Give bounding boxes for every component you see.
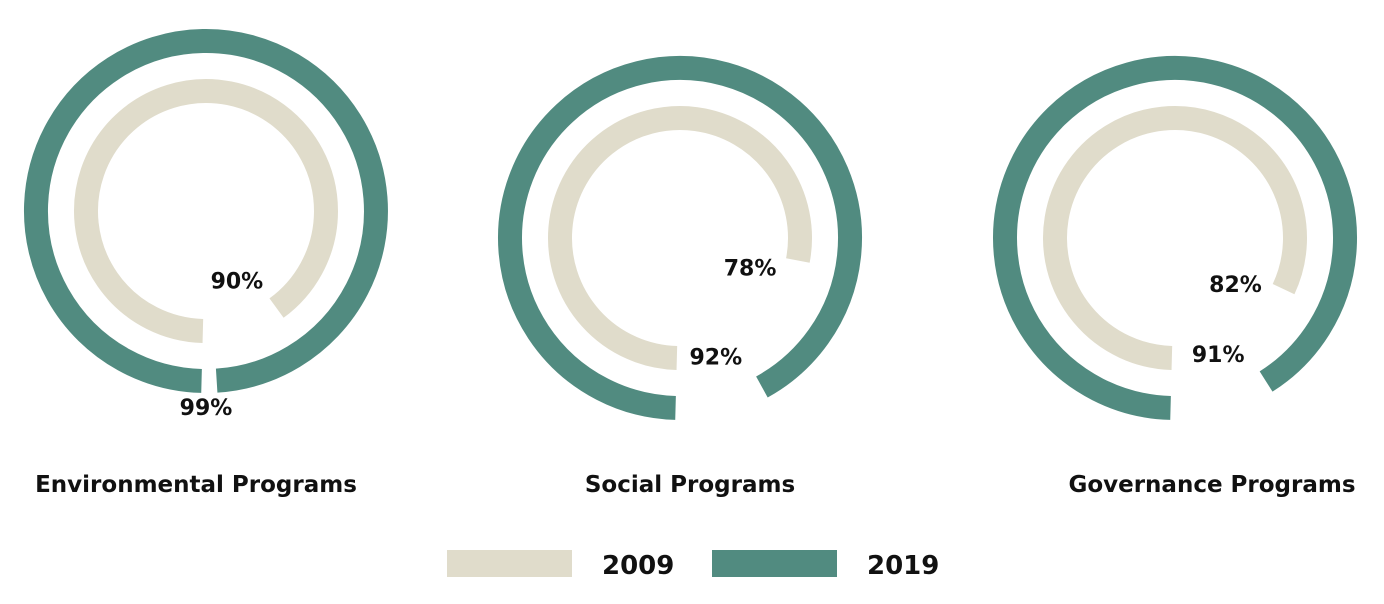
- legend-swatch-2009: [447, 550, 572, 577]
- value-label-2009-social-programs: 78%: [724, 257, 777, 282]
- group-social-programs: 78% 92% Social Programs: [498, 56, 862, 498]
- group-title-social-programs: Social Programs: [585, 472, 795, 498]
- ring-2019-social-programs: [498, 56, 862, 420]
- group-environmental-programs: 90% 99% Environmental Programs: [23, 29, 388, 498]
- legend: 2009 2019: [447, 550, 939, 581]
- value-label-2009-governance-programs: 82%: [1209, 273, 1262, 298]
- group-governance-programs: 82% 91% Governance Programs: [993, 56, 1358, 498]
- value-label-2019-social-programs: 92%: [689, 346, 742, 371]
- legend-label-2019: 2019: [867, 551, 939, 581]
- ring-2009-social-programs: [548, 106, 812, 370]
- value-label-2019-environmental-programs: 99%: [180, 396, 233, 421]
- ring-2009-environmental-programs: [74, 79, 338, 343]
- ring-2009-governance-programs: [1043, 106, 1307, 370]
- value-label-2019-governance-programs: 91%: [1192, 343, 1245, 368]
- group-title-governance-programs: Governance Programs: [1068, 472, 1355, 498]
- legend-label-2009: 2009: [602, 551, 674, 581]
- legend-swatch-2019: [712, 550, 837, 577]
- value-label-2009-environmental-programs: 90%: [211, 269, 264, 294]
- ring-2019-environmental-programs: [23, 29, 388, 393]
- ring-2019-governance-programs: [993, 56, 1358, 420]
- group-title-environmental-programs: Environmental Programs: [35, 472, 357, 498]
- chart-groups: 90% 99% Environmental Programs 78% 92% Social…: [23, 29, 1358, 498]
